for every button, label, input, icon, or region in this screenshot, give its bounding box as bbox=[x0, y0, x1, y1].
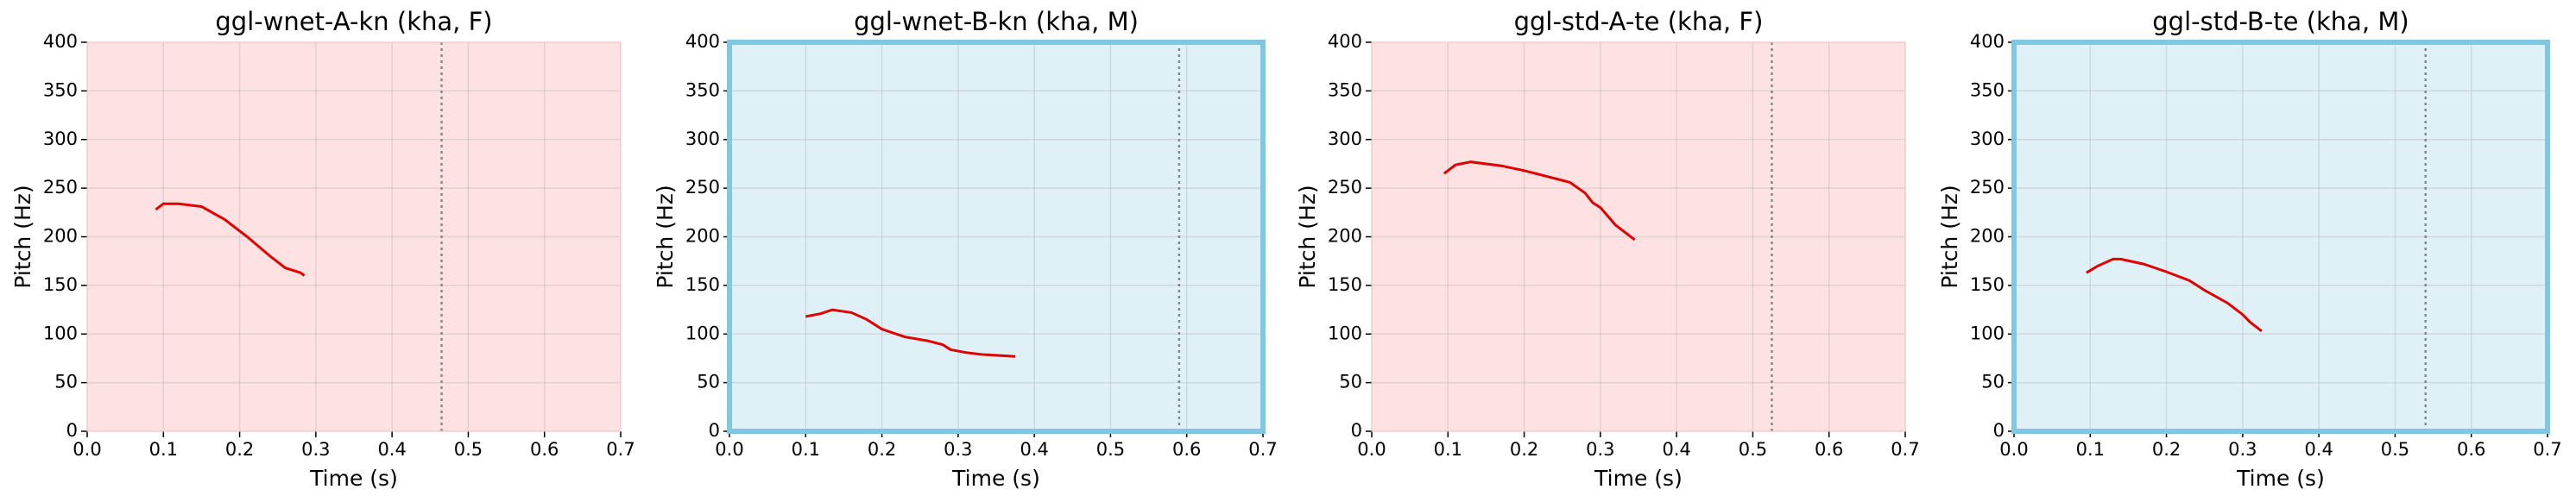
y-tick-label: 200 bbox=[1970, 226, 2005, 247]
y-tick-label: 350 bbox=[43, 79, 78, 100]
pitch-line bbox=[155, 202, 306, 277]
x-tick-label: 0.3 bbox=[301, 439, 330, 460]
y-tick-label: 0 bbox=[66, 420, 78, 441]
y-tick-label: 150 bbox=[43, 274, 78, 295]
y-tick-label: 100 bbox=[43, 323, 78, 343]
x-tick-label: 0.6 bbox=[1815, 439, 1843, 460]
x-tick-label: 0.5 bbox=[1739, 439, 1767, 460]
y-tick-label: 350 bbox=[1328, 79, 1362, 100]
x-tick-label: 0.2 bbox=[1510, 439, 1538, 460]
y-tick-label: 50 bbox=[54, 372, 78, 392]
y-tick-label: 50 bbox=[1981, 372, 2005, 392]
y-tick-label: 250 bbox=[1328, 177, 1362, 198]
chart-title: ggl-std-B-te (kha, M) bbox=[2152, 7, 2409, 36]
y-tick-label: 300 bbox=[1970, 129, 2005, 149]
chart-title: ggl-wnet-B-kn (kha, M) bbox=[854, 7, 1139, 36]
y-tick-label: 300 bbox=[43, 129, 78, 149]
y-tick-label: 0 bbox=[1993, 420, 2005, 441]
x-tick-label: 0.7 bbox=[606, 439, 635, 460]
y-tick-label: 0 bbox=[709, 420, 720, 441]
x-axis-label: Time (s) bbox=[1594, 466, 1683, 491]
x-tick-label: 0.1 bbox=[1434, 439, 1462, 460]
y-tick-label: 150 bbox=[685, 274, 720, 295]
y-tick-label: 200 bbox=[43, 226, 78, 247]
plot-frame bbox=[727, 40, 1266, 434]
y-tick-label: 50 bbox=[1339, 372, 1362, 392]
plot-background bbox=[1372, 42, 1905, 431]
plot-frame bbox=[1371, 41, 1906, 432]
x-tick-label: 0.2 bbox=[225, 439, 254, 460]
y-axis-label: Pitch (Hz) bbox=[1295, 185, 1320, 288]
y-tick-label: 150 bbox=[1328, 274, 1362, 295]
y-tick-label: 400 bbox=[1328, 31, 1362, 52]
x-tick-label: 0.0 bbox=[1357, 439, 1386, 460]
y-tick-label: 100 bbox=[1970, 323, 2005, 343]
y-tick-label: 250 bbox=[1970, 177, 2005, 198]
y-tick-label: 350 bbox=[685, 79, 720, 100]
x-tick-label: 0.4 bbox=[377, 439, 406, 460]
y-tick-label: 300 bbox=[1328, 129, 1362, 149]
y-tick-label: 250 bbox=[685, 177, 720, 198]
chart-title: ggl-std-A-te (kha, F) bbox=[1514, 7, 1764, 36]
plot-frame bbox=[86, 41, 622, 432]
x-tick-label: 0.7 bbox=[1248, 439, 1277, 460]
plot-frame bbox=[2011, 40, 2550, 434]
pitch-line bbox=[2086, 257, 2263, 333]
x-tick-label: 0.2 bbox=[868, 439, 896, 460]
x-tick-label: 0.0 bbox=[1999, 439, 2028, 460]
x-tick-label: 0.6 bbox=[1172, 439, 1201, 460]
x-tick-label: 0.4 bbox=[1020, 439, 1048, 460]
x-tick-label: 0.7 bbox=[2533, 439, 2561, 460]
y-tick-label: 150 bbox=[1970, 274, 2005, 295]
x-tick-label: 0.6 bbox=[2457, 439, 2485, 460]
x-tick-label: 0.0 bbox=[715, 439, 743, 460]
x-tick-label: 0.1 bbox=[2076, 439, 2105, 460]
x-tick-label: 0.5 bbox=[454, 439, 483, 460]
x-tick-label: 0.1 bbox=[149, 439, 178, 460]
x-tick-label: 0.3 bbox=[2228, 439, 2257, 460]
x-tick-label: 0.0 bbox=[73, 439, 101, 460]
x-tick-label: 0.7 bbox=[1891, 439, 1919, 460]
plot-background bbox=[2014, 42, 2548, 431]
x-axis-label: Time (s) bbox=[951, 466, 1040, 491]
x-tick-label: 0.4 bbox=[2304, 439, 2333, 460]
pitch-line bbox=[1443, 160, 1636, 242]
y-tick-label: 100 bbox=[1328, 323, 1362, 343]
y-tick-label: 400 bbox=[685, 31, 720, 52]
pitch-line bbox=[805, 308, 1016, 358]
y-tick-label: 350 bbox=[1970, 79, 2005, 100]
y-tick-label: 100 bbox=[685, 323, 720, 343]
y-axis-label: Pitch (Hz) bbox=[653, 185, 678, 288]
y-tick-label: 250 bbox=[43, 177, 78, 198]
chart-title: ggl-wnet-A-kn (kha, F) bbox=[215, 7, 492, 36]
y-tick-label: 400 bbox=[1970, 31, 2005, 52]
y-tick-label: 200 bbox=[1328, 226, 1362, 247]
y-tick-label: 0 bbox=[1351, 420, 1362, 441]
x-tick-label: 0.5 bbox=[1096, 439, 1125, 460]
plot-background bbox=[87, 42, 621, 431]
y-tick-label: 50 bbox=[697, 372, 720, 392]
x-axis-label: Time (s) bbox=[2236, 466, 2325, 491]
x-axis-label: Time (s) bbox=[309, 466, 398, 491]
x-tick-label: 0.2 bbox=[2152, 439, 2181, 460]
y-axis-label: Pitch (Hz) bbox=[1937, 185, 1962, 288]
x-tick-label: 0.6 bbox=[530, 439, 559, 460]
y-tick-label: 400 bbox=[43, 31, 78, 52]
x-tick-label: 0.3 bbox=[1586, 439, 1614, 460]
plot-background bbox=[729, 42, 1263, 431]
x-tick-label: 0.4 bbox=[1662, 439, 1690, 460]
y-axis-label: Pitch (Hz) bbox=[10, 185, 35, 288]
x-tick-label: 0.1 bbox=[792, 439, 820, 460]
y-tick-label: 300 bbox=[685, 129, 720, 149]
x-tick-label: 0.3 bbox=[944, 439, 972, 460]
x-tick-label: 0.5 bbox=[2381, 439, 2409, 460]
y-tick-label: 200 bbox=[685, 226, 720, 247]
